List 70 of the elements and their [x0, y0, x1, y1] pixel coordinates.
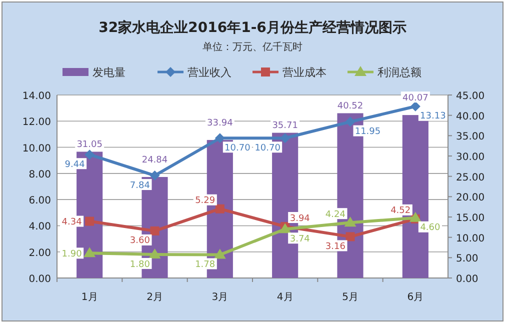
x-tick-label: 6月 — [407, 292, 424, 303]
y2-tick-label: 25.00 — [456, 172, 485, 184]
y2-tick-label: 10.00 — [456, 233, 485, 244]
point — [214, 133, 225, 144]
y-tick-label: 2.00 — [28, 248, 51, 259]
x-tick-label: 2月 — [146, 292, 163, 303]
point — [280, 133, 290, 144]
y-tick-label: 8.00 — [28, 169, 51, 180]
data-label: 33.94 — [207, 118, 234, 128]
y-tick-label: 4.00 — [28, 222, 51, 233]
data-label: 40.52 — [337, 102, 364, 112]
data-label: 10.70 — [254, 143, 281, 154]
y2-tick-label: 40.00 — [456, 111, 485, 122]
point — [85, 216, 94, 226]
data-label: 4.24 — [325, 210, 346, 220]
point — [84, 247, 96, 258]
data-label: 13.13 — [420, 112, 446, 122]
x-tick-label: 4月 — [276, 292, 294, 303]
data-label: 40.07 — [402, 93, 428, 104]
point — [346, 232, 355, 242]
data-label: 1.90 — [62, 249, 82, 260]
point — [214, 248, 226, 259]
data-label: 9.44 — [64, 160, 86, 170]
point — [410, 101, 420, 112]
y-tick-label: 6.00 — [28, 196, 51, 207]
x-tick-label: 1月 — [81, 292, 98, 303]
data-label: 4.34 — [62, 218, 82, 228]
point — [344, 216, 356, 227]
point — [409, 212, 422, 222]
data-label: 5.29 — [195, 196, 216, 206]
data-label: 3.74 — [290, 234, 310, 244]
point — [279, 223, 292, 234]
x-tick-label: 5月 — [342, 292, 358, 303]
y2-tick-label: 45.00 — [456, 91, 485, 102]
data-label: 1.78 — [195, 260, 216, 270]
x-tick-label: 3月 — [212, 292, 228, 303]
data-label: 3.94 — [290, 214, 310, 224]
point — [148, 248, 161, 258]
point — [215, 204, 224, 214]
y-tick-label: 14.00 — [22, 91, 51, 102]
data-label: 11.95 — [354, 127, 381, 138]
data-label: 7.84 — [130, 180, 150, 191]
chart-subtitle: 单位：万元、亿千瓦时 — [202, 41, 302, 53]
point — [150, 226, 160, 236]
y2-tick-label: 15.00 — [456, 213, 485, 224]
data-label: 10.70 — [224, 143, 251, 154]
y-tick-label: 12.00 — [22, 117, 51, 128]
y-tick-label: 10.00 — [22, 143, 51, 154]
point — [150, 170, 160, 181]
legend-label: 营业收入 — [188, 66, 232, 79]
data-label: 35.71 — [272, 121, 298, 132]
data-label: 3.16 — [325, 242, 346, 252]
data-label: 1.80 — [130, 260, 150, 270]
y2-tick-label: 30.00 — [456, 152, 485, 163]
y2-tick-label: 20.00 — [456, 192, 485, 204]
legend-label: 利润总额 — [378, 66, 422, 79]
y2-tick-label: 0.00 — [456, 274, 478, 285]
y2-tick-label: 5.00 — [456, 254, 478, 265]
legend-label: 营业成本 — [282, 66, 326, 79]
chart-title: 32家水电企业2016年1-6月份生产经营情况图示 — [98, 19, 406, 36]
data-label: 4.60 — [420, 223, 441, 234]
data-label: 31.05 — [76, 140, 102, 150]
y-tick-label: 0.00 — [28, 274, 51, 285]
y2-tick-label: 35.00 — [456, 132, 485, 143]
data-label: 4.52 — [390, 206, 411, 216]
data-label: 24.84 — [142, 155, 168, 166]
legend-label: 发电量 — [92, 66, 126, 79]
point — [84, 150, 95, 160]
point — [345, 116, 356, 127]
data-label: 3.60 — [130, 236, 150, 246]
